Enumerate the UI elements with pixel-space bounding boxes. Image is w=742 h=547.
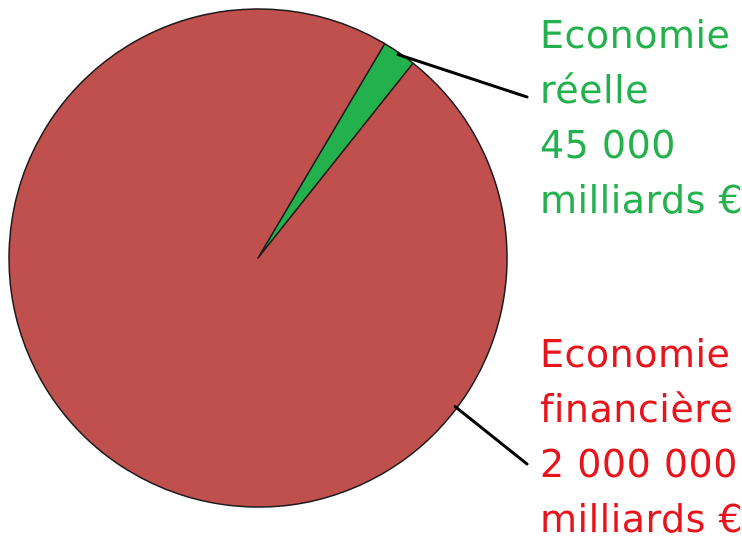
slice-label-unit: milliards € (540, 178, 742, 222)
slice-label-value: 2 000 000 (540, 442, 738, 486)
pie-slice-1 (8, 8, 508, 508)
label-economie-financiere: Economie financière 2 000 000 milliards … (540, 327, 742, 547)
leader-line-0 (396, 53, 529, 99)
slice-label-name-line-1: Economie (540, 13, 731, 57)
label-economie-reelle: Economie réelle 45 000 milliards € (540, 8, 742, 228)
slice-label-name-line-2: financière (540, 387, 734, 431)
slice-label-name-line-2: réelle (540, 68, 650, 112)
pie-chart (8, 8, 529, 508)
leader-line-1 (453, 405, 529, 466)
pie-slices (8, 8, 508, 508)
slice-label-value: 45 000 (540, 123, 676, 167)
leader-lines (396, 53, 529, 466)
slice-label-unit: milliards € (540, 497, 742, 541)
slice-label-name-line-1: Economie (540, 332, 731, 376)
